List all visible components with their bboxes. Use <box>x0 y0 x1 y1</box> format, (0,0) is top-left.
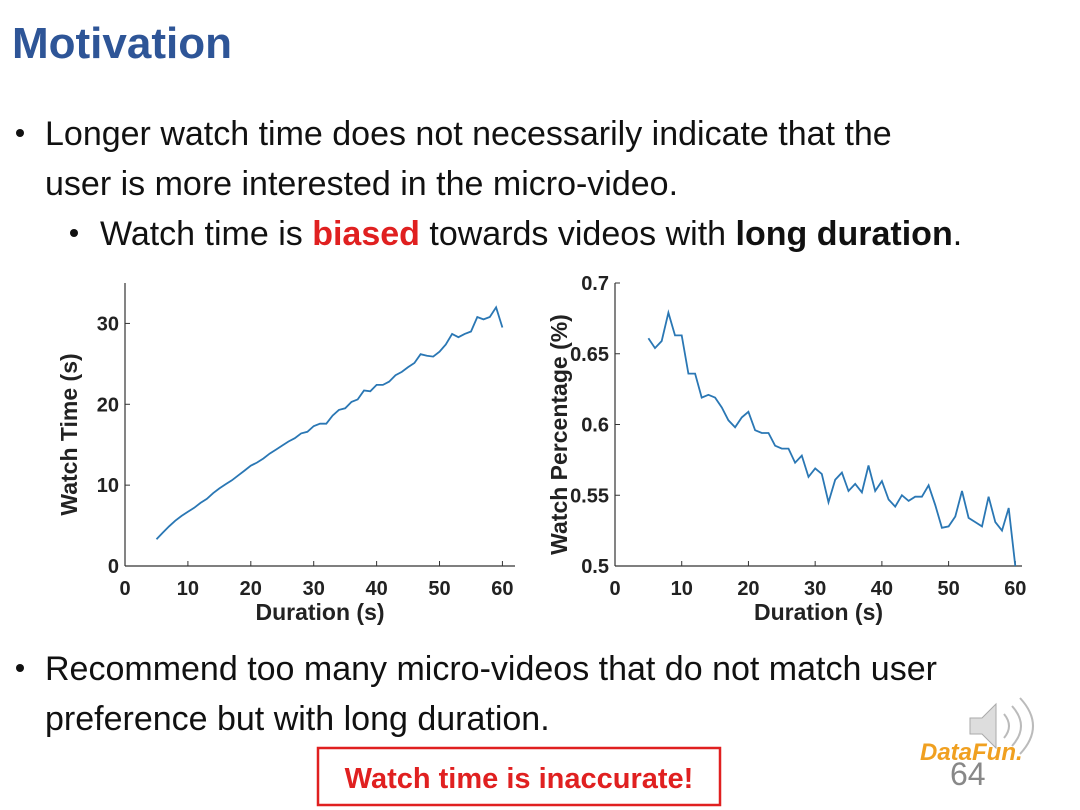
bullet-dot <box>16 664 24 672</box>
bullet-dot <box>70 229 78 237</box>
x-tick-label: 40 <box>871 578 893 600</box>
slide-title: Motivation <box>12 19 232 68</box>
data-line <box>155 305 504 540</box>
speaker-waves <box>1003 697 1034 755</box>
emphasis: biased <box>312 215 420 253</box>
y-tick-label: 0.7 <box>581 273 609 295</box>
text-run: Watch time is <box>100 215 312 253</box>
x-tick-label: 30 <box>804 578 826 600</box>
bullet-text: Longer watch time does not necessarily i… <box>45 115 892 153</box>
x-tick-label: 0 <box>609 578 620 600</box>
y-tick-label: 0.5 <box>581 556 609 578</box>
callout-box <box>316 746 722 807</box>
text-run: . <box>953 215 962 253</box>
x-tick-label: 0 <box>119 578 130 600</box>
x-tick-label: 50 <box>937 578 959 600</box>
sub-bullet-text: Watch time is biased towards videos with… <box>100 215 962 253</box>
bullet-text: user is more interested in the micro-vid… <box>45 165 678 203</box>
x-tick-label: 60 <box>491 578 513 600</box>
charts: 0 10 20 30 0 10 20 30 40 50 60 Duration (s) Watch Ti… <box>56 273 1026 625</box>
bullet-text: preference but with long duration. <box>45 700 550 738</box>
x-tick-label: 60 <box>1004 578 1026 600</box>
x-tick-label: 10 <box>671 578 693 600</box>
speaker-icon <box>969 702 997 750</box>
y-axis-label: Watch Percentage (%) <box>546 314 572 555</box>
x-axis-label: Duration (s) <box>754 599 883 625</box>
x-tick-label: 10 <box>177 578 199 600</box>
y-tick-label: 20 <box>97 394 119 416</box>
x-tick-label: 40 <box>365 578 387 600</box>
y-tick-label: 0 <box>108 556 119 578</box>
emphasis: long duration <box>736 215 953 253</box>
y-tick-label: 0.6 <box>581 415 609 437</box>
bullet-dot <box>16 129 24 137</box>
y-axis-label: Watch Time (s) <box>56 353 82 515</box>
callout-text: Watch time is inaccurate! <box>345 763 694 795</box>
x-axis-label: Duration (s) <box>255 599 384 625</box>
y-tick-label: 0.55 <box>570 485 609 507</box>
text-run: towards videos with <box>420 215 736 253</box>
bullet-text: Recommend too many micro-videos that do … <box>45 650 937 688</box>
y-tick-label: 0.65 <box>570 344 609 366</box>
y-tick-label: 30 <box>97 313 119 335</box>
page-number: 64 <box>950 756 986 792</box>
x-tick-label: 50 <box>428 578 450 600</box>
logo: DataFun. <box>920 739 1023 766</box>
data-line <box>647 309 1017 567</box>
x-tick-label: 20 <box>240 578 262 600</box>
x-tick-label: 30 <box>303 578 325 600</box>
y-tick-label: 10 <box>97 475 119 497</box>
x-tick-label: 20 <box>737 578 759 600</box>
